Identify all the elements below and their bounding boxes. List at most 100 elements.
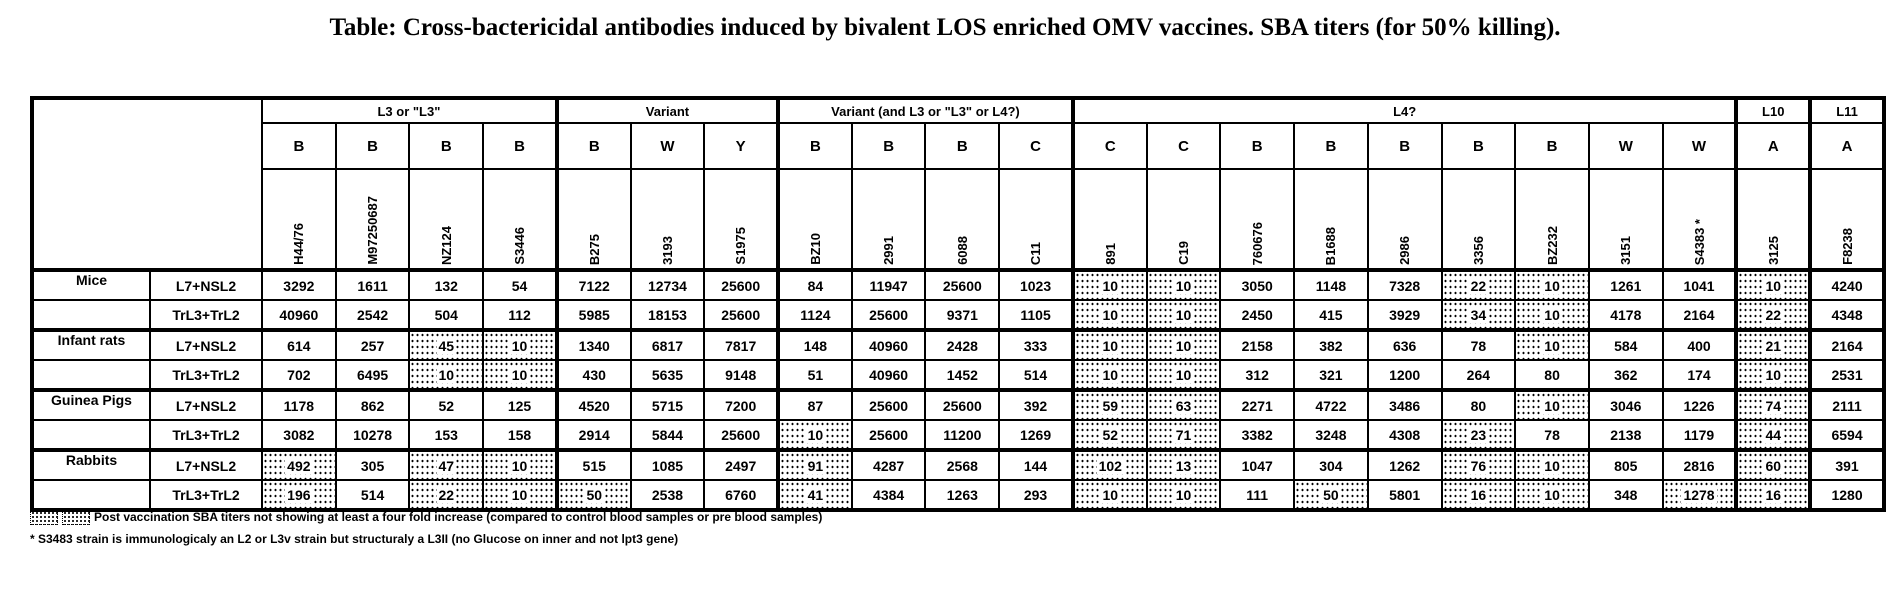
strain-name: S4383 * bbox=[1663, 169, 1737, 270]
titer-cell: 1261 bbox=[1589, 270, 1663, 300]
strain-name: BZ10 bbox=[778, 169, 852, 270]
titer-cell-low: 492 bbox=[262, 450, 336, 480]
strain-name: C11 bbox=[999, 169, 1073, 270]
titer-cell: 1179 bbox=[1663, 420, 1737, 450]
titer-cell: 78 bbox=[1515, 420, 1589, 450]
titer-cell: 3929 bbox=[1368, 300, 1442, 330]
titer-value: 293 bbox=[1024, 487, 1047, 503]
titer-cell: 6594 bbox=[1810, 420, 1884, 450]
titer-value: 80 bbox=[1471, 398, 1487, 414]
titer-value: 1200 bbox=[1389, 367, 1420, 383]
titer-cell: 7817 bbox=[704, 330, 778, 360]
titer-value: 3050 bbox=[1242, 278, 1273, 294]
titer-value: 174 bbox=[1687, 367, 1710, 383]
titer-cell: 3248 bbox=[1294, 420, 1368, 450]
titer-cell: 5985 bbox=[557, 300, 631, 330]
titer-value: 10 bbox=[1100, 367, 1120, 383]
titer-cell: 2164 bbox=[1663, 300, 1737, 330]
animal-label bbox=[32, 360, 150, 390]
titer-value: 362 bbox=[1614, 367, 1637, 383]
titer-value: 50 bbox=[1321, 487, 1341, 503]
titer-value: 3292 bbox=[283, 278, 314, 294]
titer-cell-low: 196 bbox=[262, 480, 336, 510]
titer-value: 111 bbox=[1246, 487, 1268, 503]
titer-value: 22 bbox=[1763, 307, 1783, 323]
footnote-legend: Post vaccination SBA titers not showing … bbox=[30, 510, 822, 525]
titer-value: 430 bbox=[583, 367, 606, 383]
titer-value: 25600 bbox=[943, 398, 982, 414]
titer-value: 25600 bbox=[869, 427, 908, 443]
titer-cell: 12734 bbox=[631, 270, 705, 300]
sba-titer-table: L3 or "L3"VariantVariant (and L3 or "L3"… bbox=[30, 96, 1886, 512]
titer-value: 2158 bbox=[1242, 338, 1273, 354]
titer-value: 10 bbox=[1100, 278, 1120, 294]
titer-value: 614 bbox=[287, 338, 310, 354]
titer-cell: 5635 bbox=[631, 360, 705, 390]
titer-value: 148 bbox=[804, 338, 827, 354]
titer-value: 5844 bbox=[652, 427, 683, 443]
titer-value: 515 bbox=[583, 458, 606, 474]
titer-value: 10 bbox=[1542, 487, 1562, 503]
titer-value: 10 bbox=[1100, 338, 1120, 354]
titer-value: 10 bbox=[1542, 458, 1562, 474]
vaccine-label: L7+NSL2 bbox=[150, 270, 262, 300]
blank-corner-cell bbox=[32, 98, 262, 270]
titer-cell: 78 bbox=[1442, 330, 1516, 360]
serogroup-letter: W bbox=[1589, 123, 1663, 169]
titer-cell: 7328 bbox=[1368, 270, 1442, 300]
low-titer-swatch-icon bbox=[62, 510, 90, 525]
titer-value: 51 bbox=[808, 367, 824, 383]
strain-label: 3125 bbox=[1766, 234, 1781, 265]
titer-value: 805 bbox=[1614, 458, 1637, 474]
titer-value: 7817 bbox=[725, 338, 756, 354]
titer-value: 52 bbox=[439, 398, 455, 414]
strain-name: 3193 bbox=[631, 169, 705, 270]
table-row: RabbitsL7+NSL249230547105151085249791428… bbox=[32, 450, 1884, 480]
titer-value: 492 bbox=[285, 458, 312, 474]
strain-label: BZ10 bbox=[808, 231, 823, 265]
titer-value: 3382 bbox=[1242, 427, 1273, 443]
strain-name: M97250687 bbox=[336, 169, 410, 270]
titer-cell: 5801 bbox=[1368, 480, 1442, 510]
strain-name: B275 bbox=[557, 169, 631, 270]
titer-value: 514 bbox=[361, 487, 384, 503]
table-row: TrL3+TrL27026495101043056359148514096014… bbox=[32, 360, 1884, 390]
titer-value: 4287 bbox=[873, 458, 904, 474]
titer-value: 10 bbox=[1763, 278, 1783, 294]
titer-cell: 312 bbox=[1220, 360, 1294, 390]
titer-value: 1269 bbox=[1020, 427, 1051, 443]
titer-cell: 132 bbox=[409, 270, 483, 300]
titer-value: 5715 bbox=[652, 398, 683, 414]
strain-name: 2986 bbox=[1368, 169, 1442, 270]
titer-value: 1340 bbox=[579, 338, 610, 354]
titer-value: 9371 bbox=[947, 307, 978, 323]
titer-cell: 2816 bbox=[1663, 450, 1737, 480]
group-header: L11 bbox=[1810, 98, 1884, 123]
titer-cell: 514 bbox=[336, 480, 410, 510]
serogroup-letter: W bbox=[631, 123, 705, 169]
titer-cell: 2164 bbox=[1810, 330, 1884, 360]
titer-value: 50 bbox=[584, 487, 604, 503]
titer-value: 25600 bbox=[869, 398, 908, 414]
titer-cell: 6817 bbox=[631, 330, 705, 360]
titer-value: 5985 bbox=[579, 307, 610, 323]
animal-label bbox=[32, 480, 150, 510]
titer-cell: 4384 bbox=[852, 480, 926, 510]
titer-cell-low: 10 bbox=[1073, 300, 1147, 330]
titer-value: 10 bbox=[1100, 307, 1120, 323]
titer-cell: 112 bbox=[483, 300, 557, 330]
titer-value: 7200 bbox=[725, 398, 756, 414]
titer-cell: 2450 bbox=[1220, 300, 1294, 330]
serogroup-letter: W bbox=[1663, 123, 1737, 169]
titer-value: 514 bbox=[1024, 367, 1047, 383]
titer-cell: 1124 bbox=[778, 300, 852, 330]
strain-label: 760676 bbox=[1250, 220, 1265, 265]
titer-cell: 430 bbox=[557, 360, 631, 390]
strain-label: C11 bbox=[1028, 240, 1043, 265]
titer-cell-low: 10 bbox=[1073, 480, 1147, 510]
titer-cell-low: 59 bbox=[1073, 390, 1147, 420]
titer-cell: 2497 bbox=[704, 450, 778, 480]
titer-cell-low: 10 bbox=[483, 360, 557, 390]
titer-cell: 5715 bbox=[631, 390, 705, 420]
titer-cell: 1611 bbox=[336, 270, 410, 300]
